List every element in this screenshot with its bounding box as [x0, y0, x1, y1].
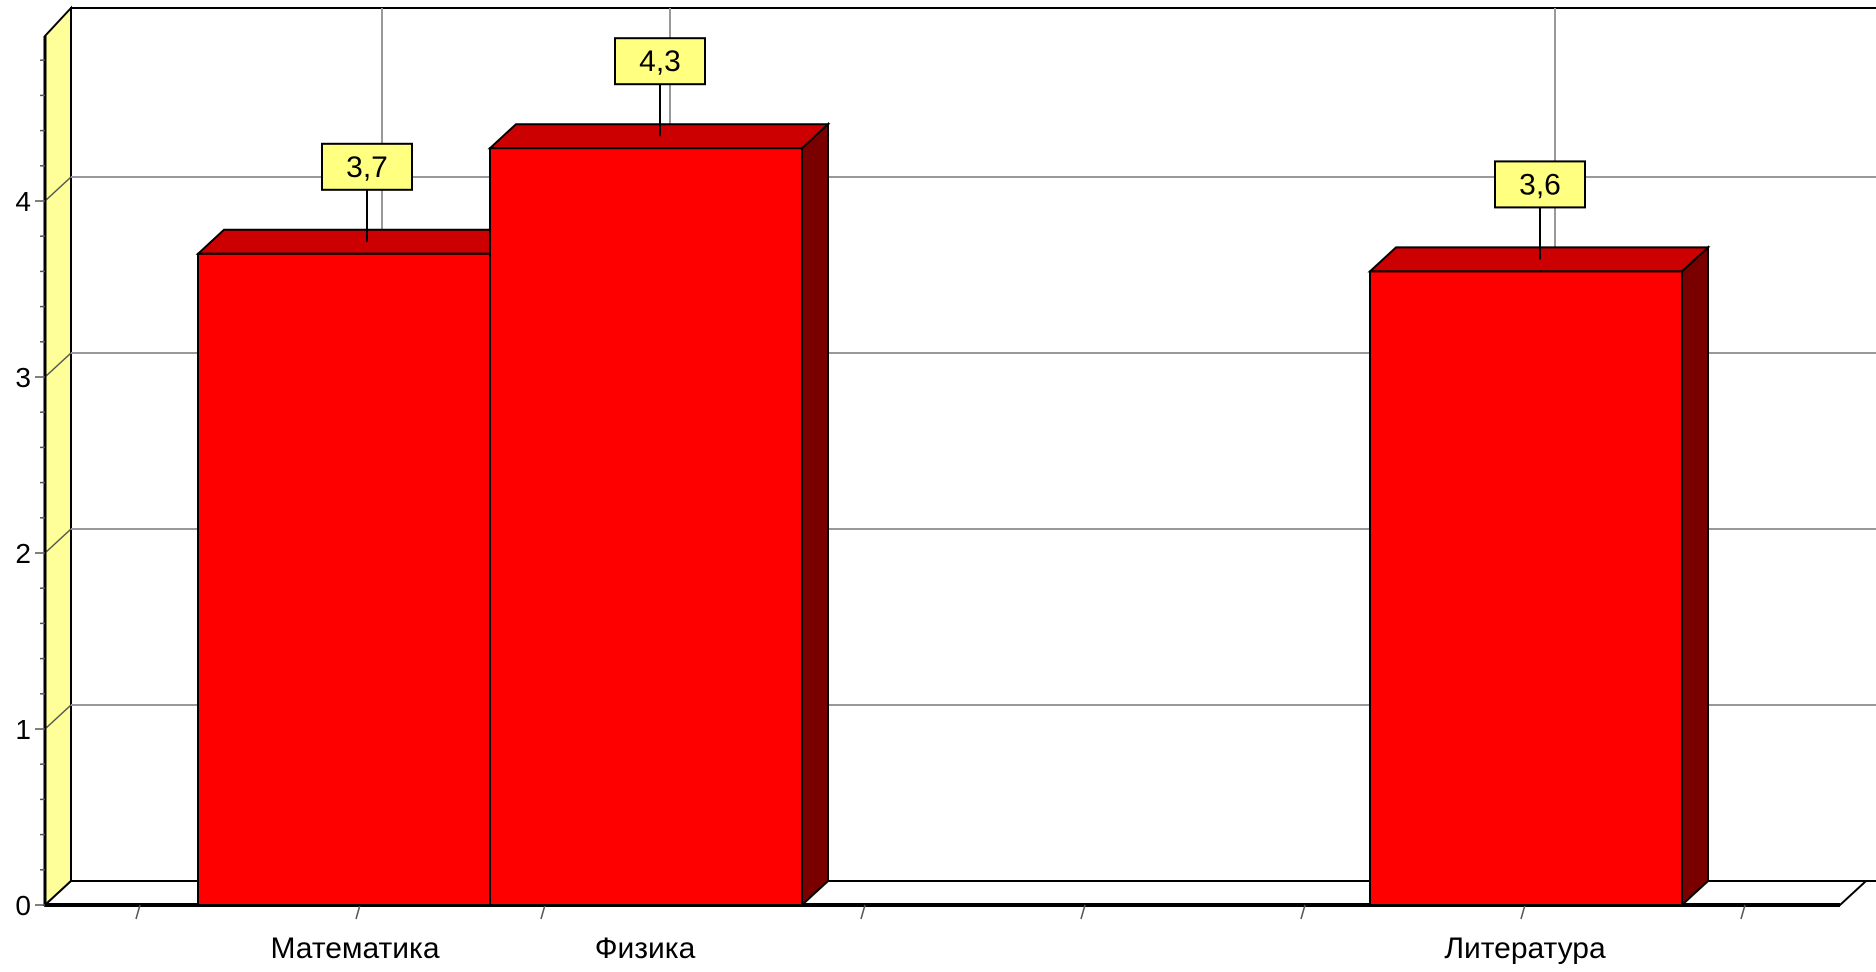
bar [197, 252, 491, 907]
x-tick [540, 904, 546, 920]
bar-side [1681, 245, 1709, 908]
gridline-wall [44, 176, 72, 202]
data-labels: 3,7 4,3 3,6 [321, 37, 1586, 260]
data-label-box [1494, 160, 1586, 209]
x-tick [1300, 904, 1306, 920]
gridline-wall [44, 352, 72, 378]
x-tick [860, 904, 866, 920]
y-tick-label: 0 [15, 890, 31, 921]
data-label: 3,6 [1519, 168, 1561, 201]
bar-side [801, 121, 829, 908]
data-label: 4,3 [639, 45, 681, 78]
y-tick-label: 1 [15, 714, 31, 745]
y-tick-label: 4 [15, 186, 31, 217]
bar [489, 147, 803, 906]
gridline-wall [44, 528, 72, 554]
tick-labels: 0 1 2 3 4 Математика Физика Литература [15, 186, 1606, 965]
data-label-box [614, 37, 706, 86]
x-tick-label: Литература [1444, 932, 1606, 965]
gridline-wall [44, 704, 72, 730]
data-label-box [321, 142, 413, 191]
x-tick [1080, 904, 1086, 920]
bar-top [195, 228, 519, 255]
x-tick [135, 904, 141, 920]
x-tick [355, 904, 361, 920]
y-tick-label: 2 [15, 538, 31, 569]
bars [195, 121, 1711, 908]
x-tick [1740, 904, 1746, 920]
x-tick-label: Математика [270, 932, 439, 965]
x-tick-label: Физика [595, 932, 696, 965]
data-label: 3,7 [346, 151, 388, 184]
y-tick-label: 3 [15, 362, 31, 393]
left-wall [44, 5, 72, 908]
x-tick [1520, 904, 1526, 920]
bar [1369, 270, 1683, 906]
